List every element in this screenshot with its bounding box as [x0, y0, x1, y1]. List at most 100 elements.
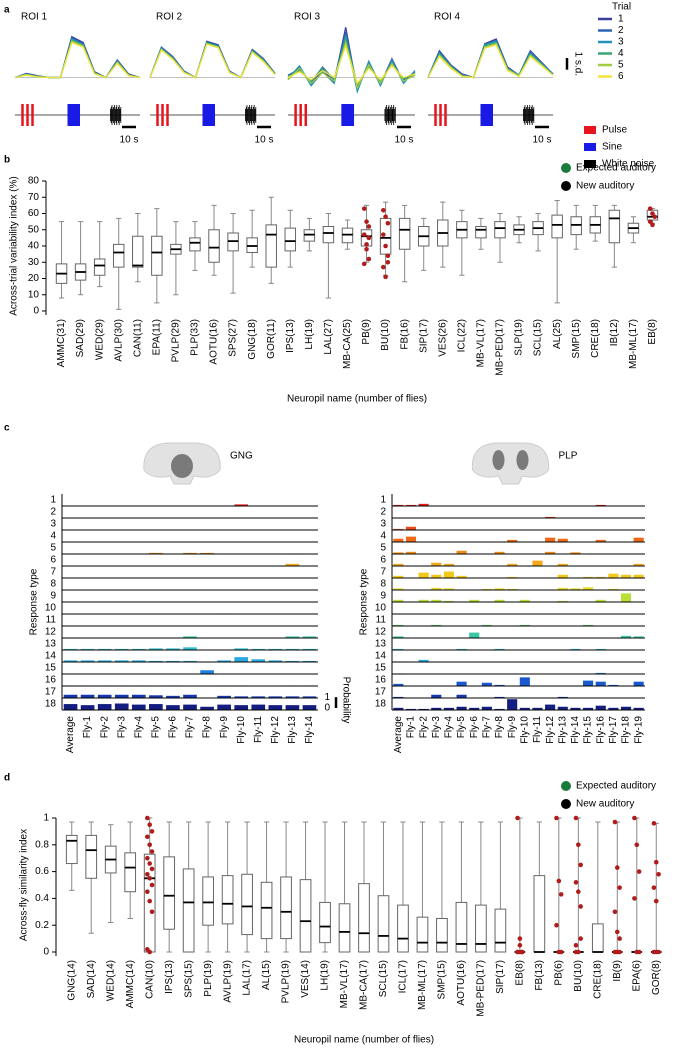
- legend-label: 6: [618, 71, 624, 82]
- data-point: [556, 878, 562, 884]
- bar: [570, 552, 581, 554]
- bar: [507, 563, 518, 566]
- x-tick-label: Fly-4: [444, 716, 455, 739]
- box: [202, 876, 214, 926]
- bar: [431, 574, 442, 578]
- stim-noise: [117, 109, 118, 121]
- data-point: [145, 834, 150, 840]
- data-point: [147, 876, 152, 881]
- stim-pulse: [31, 104, 34, 126]
- x-tick-label: SCL(15): [533, 319, 544, 356]
- box: [494, 908, 507, 953]
- bar: [443, 600, 454, 602]
- bar: [431, 707, 442, 710]
- x-tick-label: MB-CA(25): [342, 319, 353, 369]
- stim-noise: [533, 107, 535, 123]
- data-point: [576, 949, 581, 955]
- box: [551, 214, 563, 239]
- x-tick-label: MB-VL(17): [476, 319, 487, 367]
- stim-noise: [388, 105, 390, 125]
- box: [475, 904, 487, 953]
- row-label: 14: [45, 651, 57, 662]
- x-tick-label: Fly-13: [557, 716, 568, 744]
- brain-icon: [471, 442, 550, 485]
- data-point: [145, 815, 150, 821]
- row-label: 2: [380, 507, 386, 518]
- bar: [418, 708, 429, 710]
- stim-legend-swatch: [584, 160, 596, 168]
- stim-noise: [387, 107, 389, 123]
- row-label: 10: [45, 603, 57, 614]
- box: [299, 879, 312, 953]
- bar: [80, 705, 95, 710]
- trace: [427, 44, 554, 79]
- bar: [183, 694, 197, 698]
- x-tick-label: EPA(11): [151, 319, 162, 355]
- stim-pulse: [294, 104, 297, 126]
- y-tick-label: 0.2: [35, 920, 49, 931]
- bar: [418, 572, 429, 578]
- box: [93, 258, 106, 276]
- stim-noise: [523, 109, 524, 121]
- y-tick-label: 50: [28, 224, 40, 235]
- region: [492, 450, 505, 470]
- bar: [200, 670, 214, 674]
- x-tick-label: Fly-14: [570, 716, 581, 744]
- bar: [393, 696, 404, 698]
- stim-noise: [527, 109, 529, 121]
- stim-noise: [531, 107, 532, 123]
- data-point: [617, 936, 622, 941]
- bar: [285, 705, 300, 710]
- bar: [302, 660, 317, 662]
- x-tick-label: GOR(8): [651, 960, 662, 995]
- bar: [63, 660, 78, 662]
- row-label: 13: [375, 639, 387, 650]
- row-label: 5: [380, 543, 386, 554]
- region-title: PLP: [559, 451, 578, 462]
- x-tick-label: GOR(11): [266, 319, 277, 359]
- bar: [557, 538, 568, 542]
- box: [533, 875, 546, 953]
- bar: [620, 593, 632, 602]
- region-title: GNG: [230, 451, 253, 462]
- bar: [393, 707, 404, 710]
- bar: [494, 588, 505, 590]
- stim-noise: [111, 105, 113, 125]
- bar: [620, 574, 632, 578]
- data-point: [149, 849, 155, 854]
- data-point: [383, 243, 388, 249]
- stim-pulse: [21, 104, 24, 126]
- bar: [494, 599, 505, 602]
- stim-noise: [526, 107, 527, 123]
- bar: [149, 704, 163, 710]
- stim-noise: [112, 109, 114, 121]
- bar: [494, 696, 505, 698]
- x-tick-label: LH(19): [320, 960, 331, 991]
- trace: [427, 40, 554, 79]
- stim-noise: [249, 109, 251, 121]
- row-label: 6: [380, 555, 386, 566]
- bar: [595, 599, 606, 602]
- data-point: [573, 943, 579, 948]
- legend-label: Expected auditory: [576, 781, 656, 792]
- x-tick-label: SMP(15): [437, 960, 448, 999]
- trace: [149, 42, 276, 79]
- stim-noise: [531, 105, 533, 125]
- box: [338, 903, 351, 953]
- x-tick-label: LAL(27): [323, 319, 334, 355]
- x-tick-label: Fly-4: [133, 716, 144, 739]
- stim-noise: [247, 109, 249, 121]
- data-point: [366, 256, 372, 262]
- box: [416, 916, 429, 953]
- x-tick-label: Fly-2: [99, 716, 110, 739]
- data-point: [612, 909, 618, 915]
- data-point: [558, 949, 564, 955]
- data-point: [647, 219, 653, 224]
- bar: [393, 624, 404, 626]
- bar: [149, 695, 163, 698]
- stim-noise: [525, 109, 527, 121]
- x-tick-label: AMMC(31): [56, 319, 67, 367]
- bar: [633, 563, 644, 566]
- x-tick-label: PVLP(29): [171, 319, 182, 362]
